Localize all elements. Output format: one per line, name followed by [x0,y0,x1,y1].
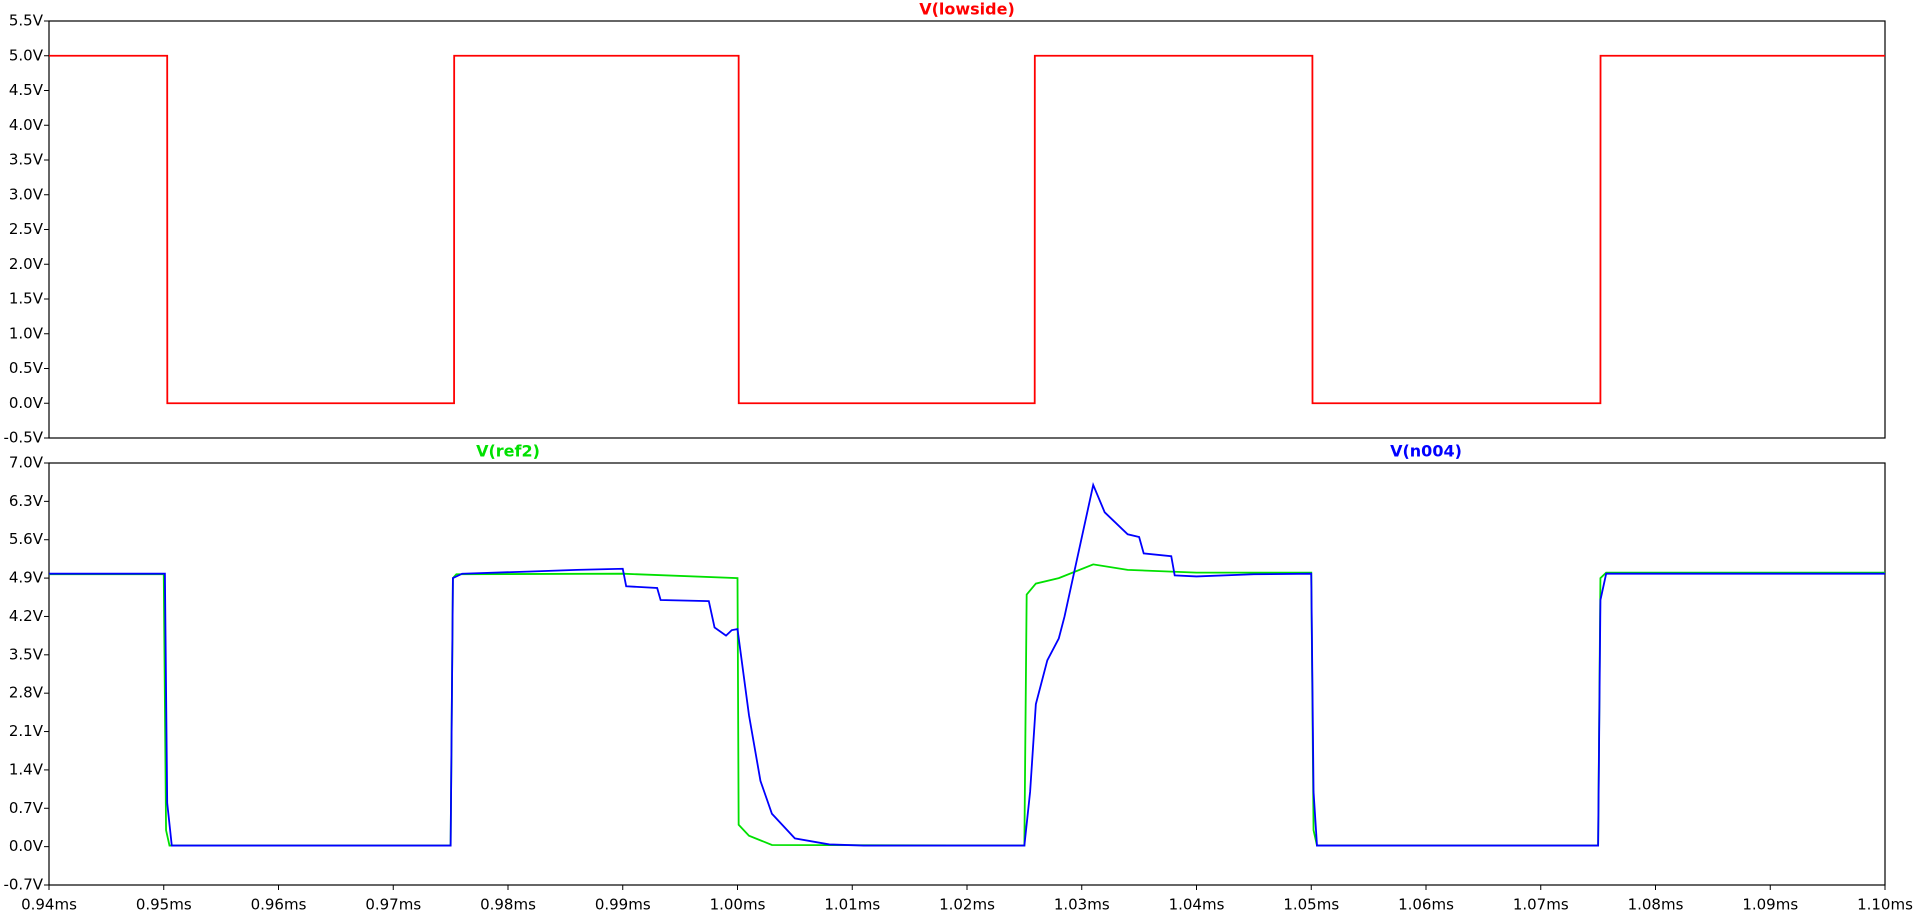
series-name: V(ref2) [476,442,540,461]
y-tick-label: 5.5V [9,12,44,30]
series-name: V(n004) [1390,442,1462,461]
y-tick-label: 6.3V [9,492,44,510]
x-tick-label: 0.96ms [251,896,307,914]
x-tick-label: 1.10ms [1857,896,1913,914]
y-tick-label: 4.9V [9,569,44,587]
x-tick-label: 0.99ms [595,896,651,914]
x-tick-label: 1.04ms [1169,896,1225,914]
x-tick-label: 1.01ms [824,896,880,914]
y-tick-label: 4.5V [9,81,44,99]
y-tick-label: 5.6V [9,530,44,548]
y-tick-label: 0.0V [9,837,44,855]
x-tick-label: 0.95ms [136,896,192,914]
x-tick-label: 1.07ms [1513,896,1569,914]
y-tick-label: 2.8V [9,684,44,702]
x-tick-label: 1.08ms [1628,896,1684,914]
trace [49,54,1885,405]
x-tick-label: 1.05ms [1283,896,1339,914]
x-tick-label: 1.09ms [1742,896,1798,914]
y-tick-label: 0.7V [9,799,44,817]
x-tick-label: 1.02ms [939,896,995,914]
x-tick-label: 0.97ms [365,896,421,914]
y-tick-label: 1.0V [9,324,44,342]
series-name: V(lowside) [919,0,1015,19]
x-tick-label: 1.00ms [710,896,766,914]
y-tick-label: 2.0V [9,255,44,273]
y-tick-label: 1.5V [9,290,44,308]
y-tick-label: 2.1V [9,722,44,740]
trace [49,481,1885,847]
plot-frame [48,20,1886,439]
y-tick-label: -0.5V [3,429,43,447]
x-tick-label: 0.94ms [21,896,77,914]
y-tick-label: 3.5V [9,645,44,663]
y-tick-label: -0.7V [3,876,43,894]
y-tick-label: 7.0V [9,454,44,472]
x-tick-label: 1.06ms [1398,896,1454,914]
y-tick-label: 5.0V [9,46,44,64]
trace [49,563,1885,847]
y-tick-label: 4.2V [9,607,44,625]
y-tick-label: 0.5V [9,359,44,377]
y-tick-label: 3.5V [9,151,44,169]
x-tick-label: 1.03ms [1054,896,1110,914]
y-tick-label: 2.5V [9,220,44,238]
y-tick-label: 3.0V [9,185,44,203]
y-tick-label: 4.0V [9,116,44,134]
y-tick-label: 0.0V [9,394,44,412]
plot-frame [48,462,1886,886]
y-tick-label: 1.4V [9,760,44,778]
x-tick-label: 0.98ms [480,896,536,914]
